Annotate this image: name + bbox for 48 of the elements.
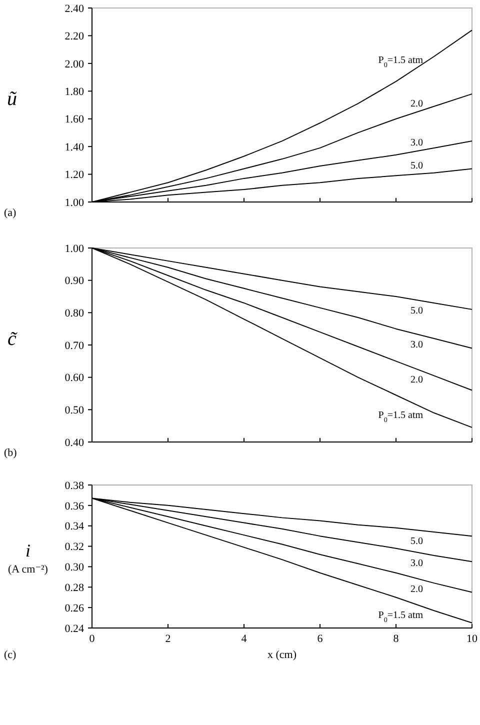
y-axis-title: ũ bbox=[7, 88, 17, 110]
text: (a) bbox=[4, 207, 17, 219]
x-tick-label: 6 bbox=[317, 633, 324, 645]
y-tick-label: 1.80 bbox=[64, 86, 84, 98]
x-tick-label: 8 bbox=[393, 633, 400, 645]
y-tick-label: 0.34 bbox=[64, 520, 84, 533]
y-tick-label: 0.70 bbox=[64, 340, 84, 352]
y-tick-label: 0.32 bbox=[64, 541, 84, 554]
series-label: P$_{0}$=1.5 atm bbox=[378, 54, 424, 69]
series-label: 2.0 bbox=[410, 98, 423, 110]
y-tick-label: 0.26 bbox=[64, 602, 84, 614]
y-tick-label: 0.36 bbox=[64, 500, 84, 512]
y-tick-label: 0.40 bbox=[64, 436, 84, 449]
y-tick-label: 1.60 bbox=[64, 114, 84, 126]
series-label: 5.0 bbox=[410, 536, 423, 547]
x-axis-title: x (cm) bbox=[267, 649, 297, 661]
y-tick-label: 1.40 bbox=[64, 141, 84, 154]
y-tick-label: 1.00 bbox=[64, 196, 84, 209]
series-label: P$_{0}$=1.5 atm bbox=[378, 410, 424, 424]
series-label: 5.0 bbox=[410, 160, 423, 172]
series-label: 3.0 bbox=[410, 558, 423, 569]
y-tick-label: 0.60 bbox=[64, 372, 84, 384]
y-tick-label: 0.80 bbox=[64, 308, 84, 320]
y-axis-title: c̃ bbox=[8, 328, 18, 350]
text: (b) bbox=[4, 447, 18, 459]
y-tick-label: 0.90 bbox=[64, 275, 84, 288]
y-tick-label: 0.38 bbox=[64, 480, 84, 492]
series-label: 2.0 bbox=[410, 374, 423, 386]
x-tick-label: 2 bbox=[165, 633, 171, 645]
y-tick-label: 0.30 bbox=[64, 562, 84, 574]
series-label: 2.0 bbox=[410, 584, 423, 595]
x-tick-label: 4 bbox=[241, 633, 248, 645]
series-label: 5.0 bbox=[410, 306, 423, 317]
y-tick-label: 1.00 bbox=[64, 242, 84, 255]
y-tick-label: 2.20 bbox=[64, 30, 84, 43]
y-tick-label: 2.00 bbox=[64, 58, 84, 70]
x-tick-label: 0 bbox=[89, 633, 96, 645]
y-tick-label: 0.50 bbox=[64, 404, 84, 417]
series-label: P$_{0}$=1.5 atm bbox=[378, 610, 424, 624]
y-axis-title: i (A cm⁻²) bbox=[8, 540, 48, 576]
series-label: 3.0 bbox=[410, 340, 423, 351]
y-tick-label: 0.24 bbox=[64, 622, 84, 635]
y-tick-label: 2.40 bbox=[64, 2, 84, 15]
text: (c) bbox=[4, 649, 17, 661]
series-label: 3.0 bbox=[410, 137, 423, 148]
x-tick-label: 10 bbox=[466, 633, 478, 645]
y-tick-label: 1.20 bbox=[64, 169, 84, 182]
y-tick-label: 0.28 bbox=[64, 582, 84, 594]
